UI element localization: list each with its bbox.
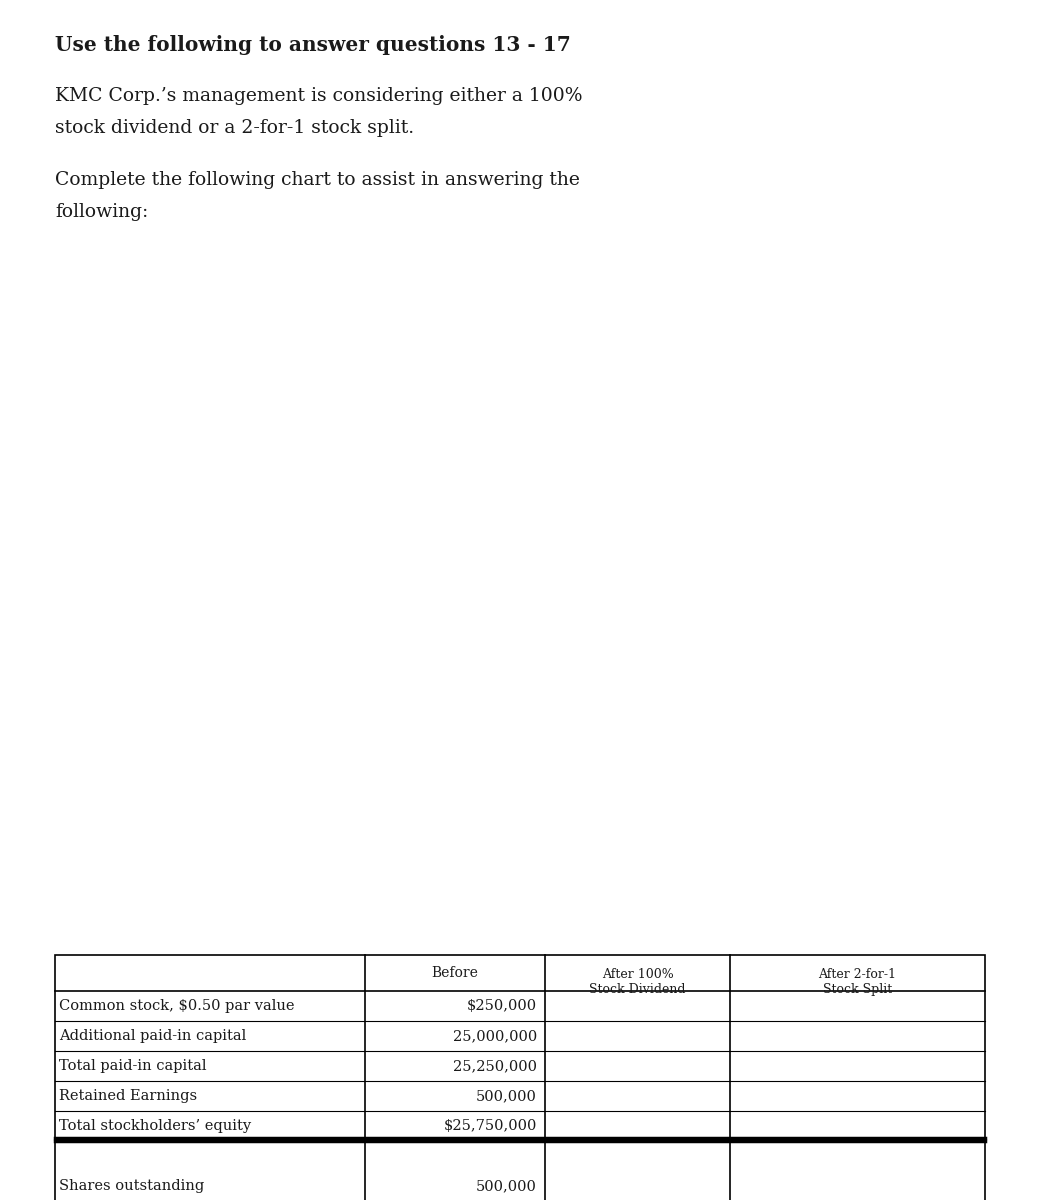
Text: Additional paid-in capital: Additional paid-in capital	[59, 1028, 246, 1043]
Text: 25,250,000: 25,250,000	[453, 1058, 537, 1073]
Text: Total stockholders’ equity: Total stockholders’ equity	[59, 1118, 251, 1133]
Text: $25,750,000: $25,750,000	[444, 1118, 537, 1133]
Text: Total paid-in capital: Total paid-in capital	[59, 1058, 206, 1073]
Text: 500,000: 500,000	[476, 1178, 537, 1193]
Text: KMC Corp.’s management is considering either a 100%: KMC Corp.’s management is considering ei…	[55, 86, 583, 104]
Text: Complete the following chart to assist in answering the: Complete the following chart to assist i…	[55, 170, 580, 188]
Text: following:: following:	[55, 203, 148, 221]
Text: Before: Before	[431, 966, 478, 980]
Text: After 100%
Stock Dividend: After 100% Stock Dividend	[589, 968, 685, 996]
Text: After 2-for-1
Stock Split: After 2-for-1 Stock Split	[818, 968, 897, 996]
Text: Retained Earnings: Retained Earnings	[59, 1090, 197, 1103]
Text: Shares outstanding: Shares outstanding	[59, 1178, 204, 1193]
Text: 500,000: 500,000	[476, 1090, 537, 1103]
Text: Use the following to answer questions 13 - 17: Use the following to answer questions 13…	[55, 35, 570, 55]
Text: Common stock, $0.50 par value: Common stock, $0.50 par value	[59, 998, 295, 1013]
Text: stock dividend or a 2-for-1 stock split.: stock dividend or a 2-for-1 stock split.	[55, 119, 414, 137]
Bar	[55, 955, 985, 1200]
Text: 25,000,000: 25,000,000	[453, 1028, 537, 1043]
Text: $250,000: $250,000	[467, 998, 537, 1013]
